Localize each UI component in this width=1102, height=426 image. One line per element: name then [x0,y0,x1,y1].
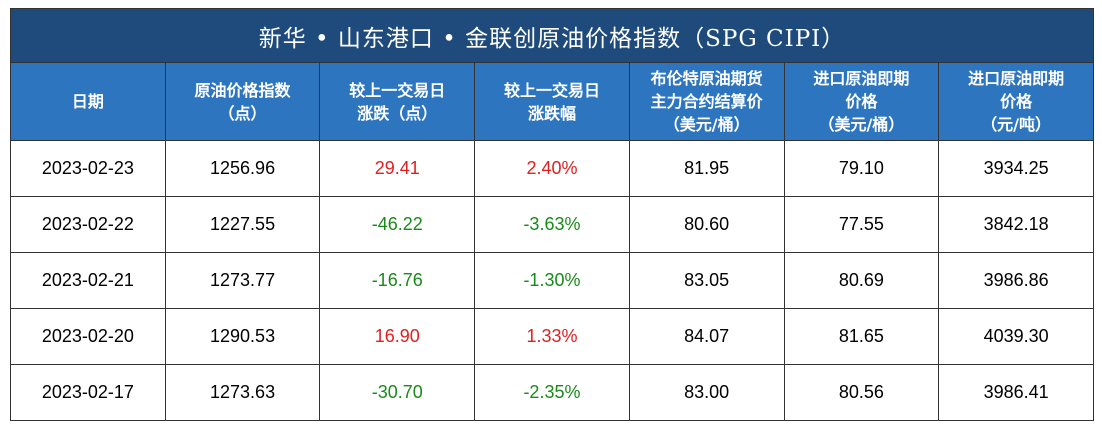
table-cell: 2023-02-21 [10,252,166,309]
column-header: 进口原油即期 价格 （美元/桶） [783,62,940,141]
table-cell: 2023-02-17 [10,364,166,421]
table-cell: 81.95 [628,140,785,197]
header-line: 价格 [1000,92,1033,111]
data-row: 2023-02-21 1273.77 -16.76 -1.30% 83.05 80.69 3… [10,252,1094,309]
column-header: 日期 [10,62,166,141]
header-line: 原油价格指数 [194,80,291,100]
column-header: 较上一交易日 涨跌幅 [474,62,630,141]
header-line: 进口原油即期 [968,69,1065,88]
table-cell: -16.76 [319,252,476,309]
table-cell: -2.35% [474,364,630,421]
header-line: （点） [218,103,267,123]
table-cell: 84.07 [628,308,785,365]
data-row: 2023-02-20 1290.53 16.90 1.33% 84.07 81.65 403… [10,308,1094,365]
table-cell: 81.65 [783,308,940,365]
column-header: 较上一交易日 涨跌（点） [319,62,476,141]
header-line: 进口原油即期 [813,69,910,88]
table-cell: 1.33% [474,308,630,365]
header-line: 涨跌幅 [527,103,576,123]
table-cell: 1273.63 [164,364,321,421]
table-cell: 83.00 [628,364,785,421]
table-cell: 3986.86 [938,252,1094,309]
header-line: （元/吨） [981,115,1052,134]
header-line: 日期 [71,92,104,111]
table-cell: -30.70 [319,364,476,421]
table-cell: 77.55 [783,196,940,253]
table-cell: 3842.18 [938,196,1094,253]
header-line: 涨跌（点） [357,103,438,123]
table-cell: 1290.53 [164,308,321,365]
table-cell: 80.56 [783,364,940,421]
column-header: 进口原油即期 价格 （元/吨） [938,62,1094,141]
header-line: （美元/桶） [663,115,750,134]
table-cell: -1.30% [474,252,630,309]
table-cell: 80.69 [783,252,940,309]
header-line: 主力合约结算价 [650,92,763,111]
header-line: 布伦特原油期货 [650,69,763,88]
table-title: 新华 • 山东港口 • 金联创原油价格指数（SPG CIPI） [10,8,1094,63]
table-cell: 1227.55 [164,196,321,253]
header-row: 日期 原油价格指数 （点） 较上一交易日 涨跌（点） 较上一交易日 涨跌幅 布伦特原油期货 主力… [10,62,1094,141]
table-cell: 16.90 [319,308,476,365]
table-cell: 1256.96 [164,140,321,197]
table-cell: 79.10 [783,140,940,197]
table-cell: -3.63% [474,196,630,253]
header-line: （美元/桶） [818,115,905,134]
table-wrapper: 新华 • 山东港口 • 金联创原油价格指数（SPG CIPI） 日期 原油价格指数… [10,8,1094,421]
data-row: 2023-02-23 1256.96 29.41 2.40% 81.95 79.10 393… [10,140,1094,197]
table-cell: 2023-02-22 [10,196,166,253]
table-cell: 2.40% [474,140,630,197]
table-cell: 4039.30 [938,308,1094,365]
table-cell: 3986.41 [938,364,1094,421]
table-cell: 3934.25 [938,140,1094,197]
table-cell: 1273.77 [164,252,321,309]
table-cell: 83.05 [628,252,785,309]
column-header: 布伦特原油期货 主力合约结算价 （美元/桶） [628,62,785,141]
column-header: 原油价格指数 （点） [164,62,321,141]
price-table: 新华 • 山东港口 • 金联创原油价格指数（SPG CIPI） 日期 原油价格指数… [10,8,1094,421]
table-cell: 80.60 [628,196,785,253]
data-row: 2023-02-22 1227.55 -46.22 -3.63% 80.60 77.55 3… [10,196,1094,253]
table-cell: -46.22 [319,196,476,253]
table-cell: 29.41 [319,140,476,197]
header-line: 较上一交易日 [503,80,600,100]
data-row: 2023-02-17 1273.63 -30.70 -2.35% 83.00 80.56 3… [10,364,1094,421]
header-line: 价格 [845,92,878,111]
header-line: 较上一交易日 [349,80,446,100]
table-cell: 2023-02-20 [10,308,166,365]
table-cell: 2023-02-23 [10,140,166,197]
